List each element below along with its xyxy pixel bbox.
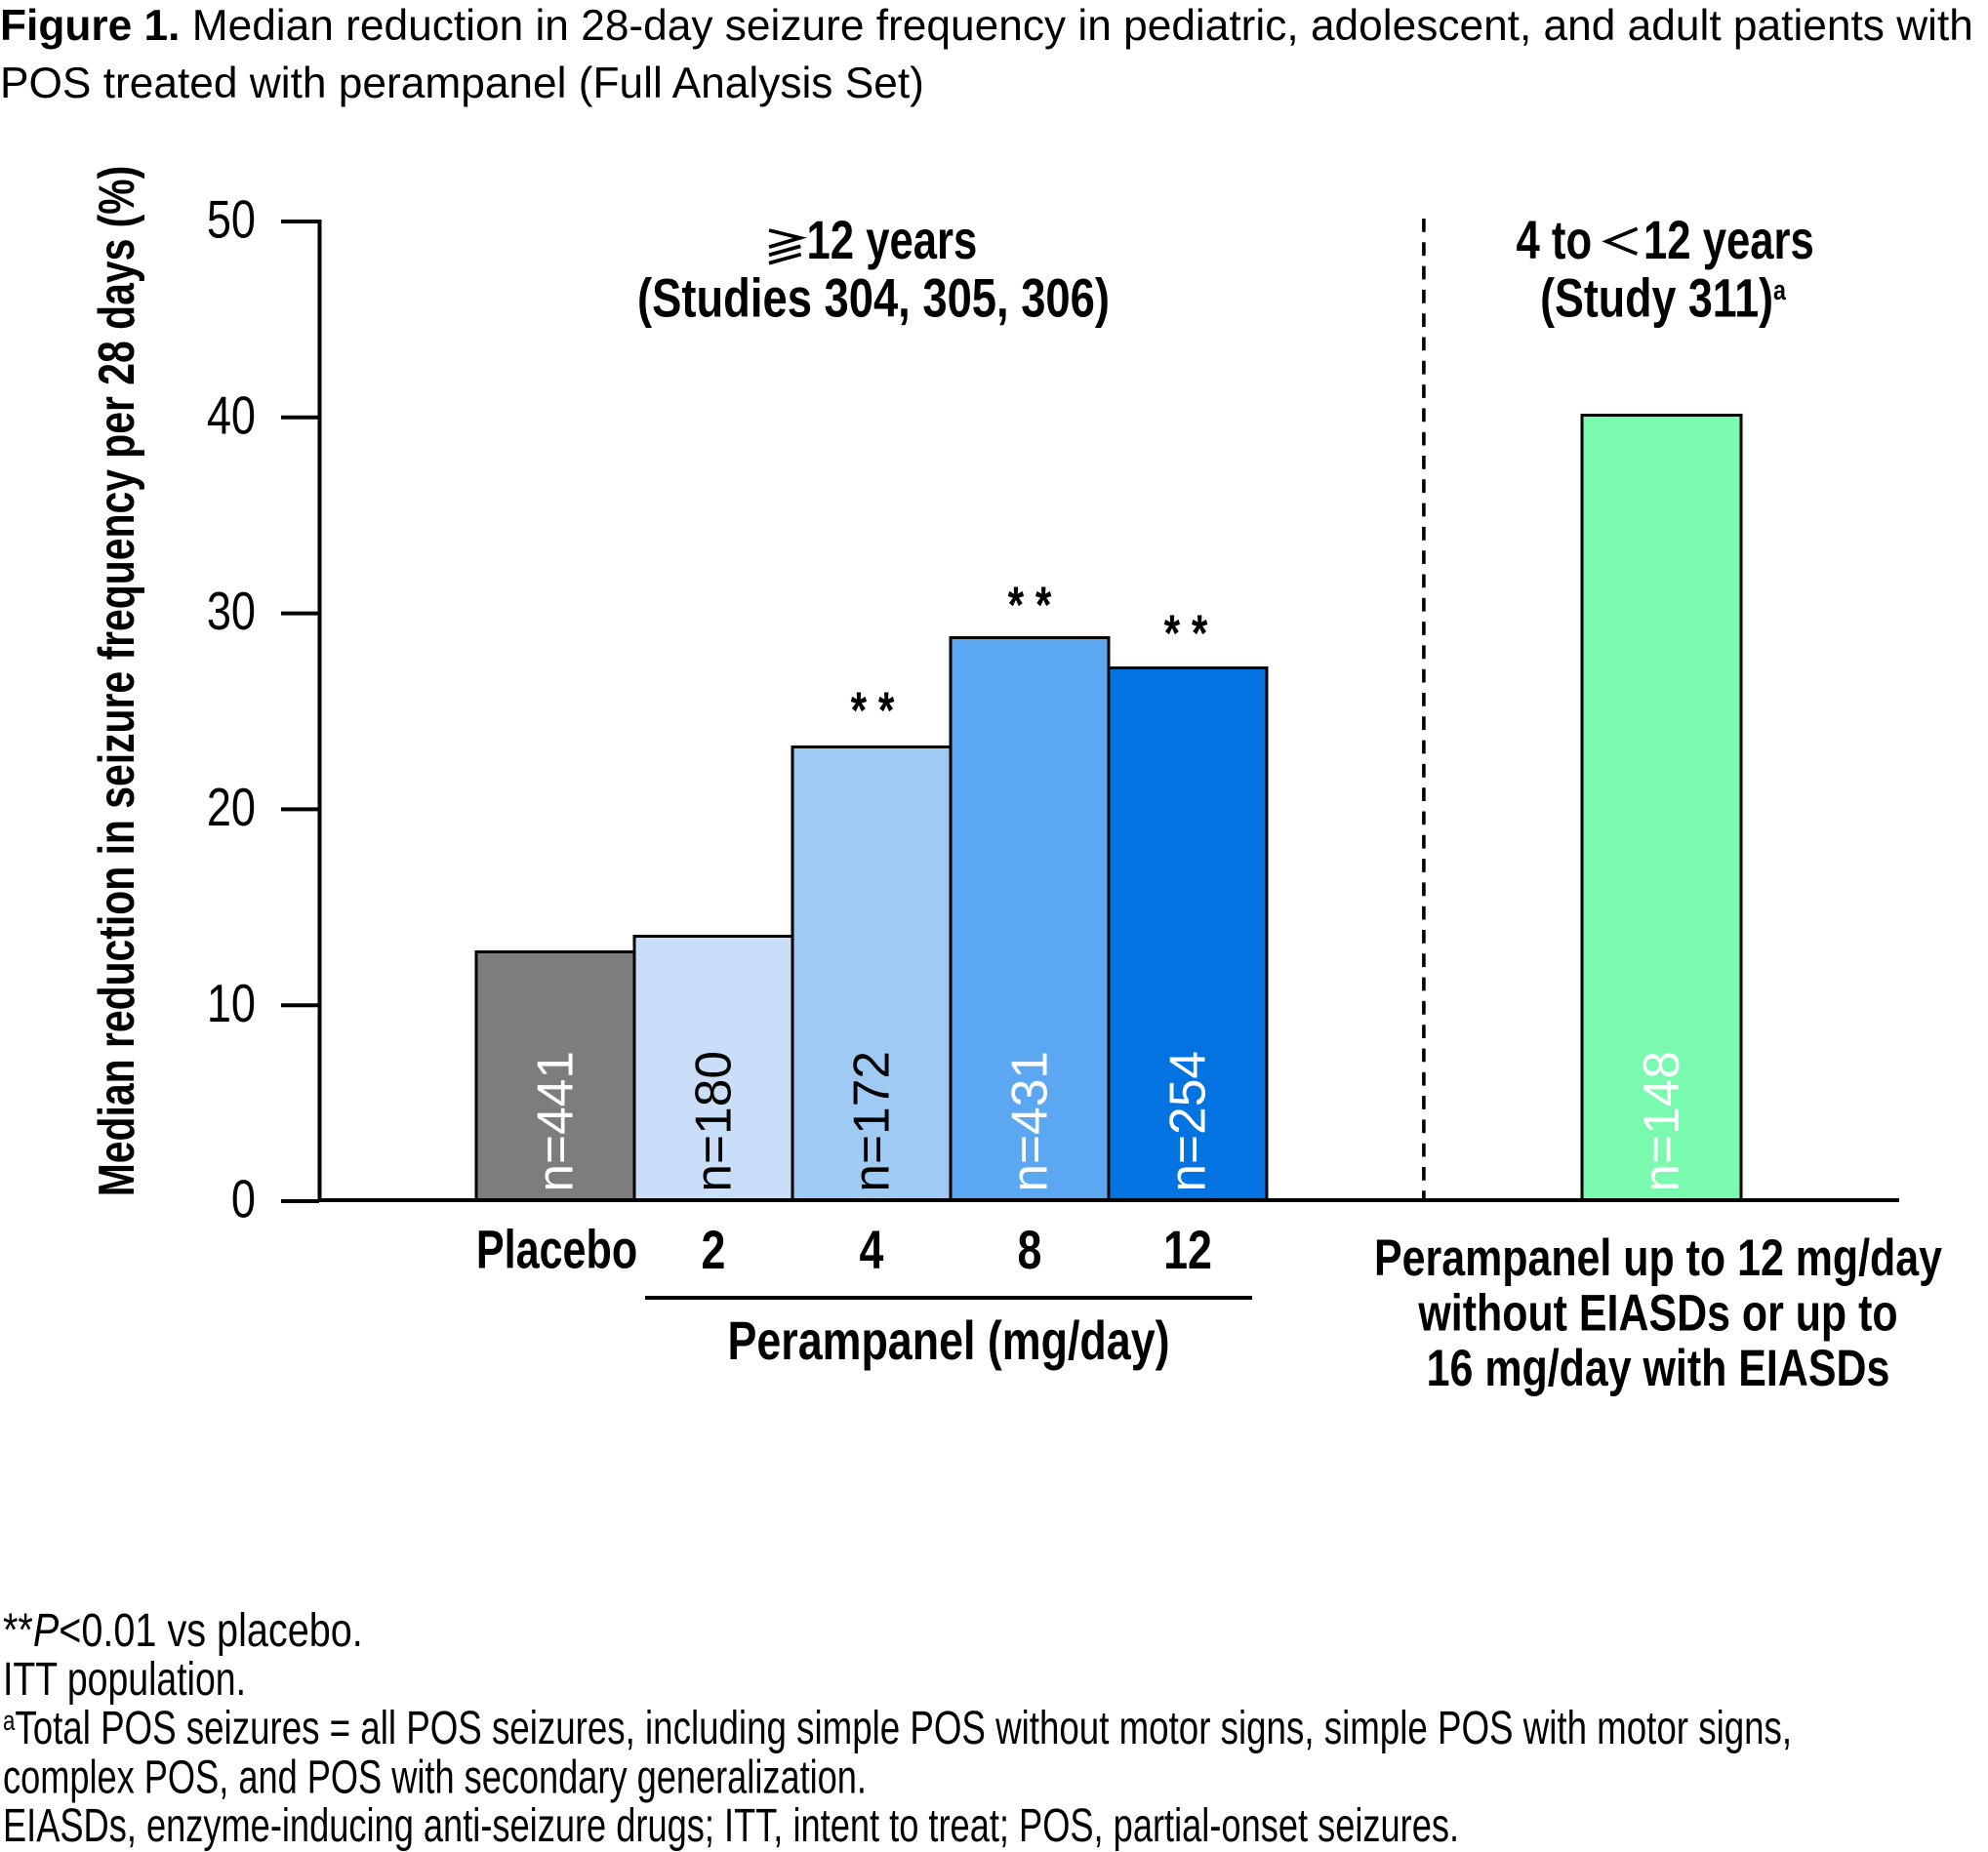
- svg-text:Placebo: Placebo: [476, 1219, 637, 1280]
- svg-text:10: 10: [207, 972, 256, 1032]
- svg-text:30: 30: [207, 581, 256, 641]
- svg-text:12 years: 12 years: [1643, 210, 1814, 270]
- svg-text:* *: * *: [1164, 606, 1208, 664]
- svg-text:aTotal POS seizures = all POS: aTotal POS seizures = all POS seizures, …: [3, 1702, 1792, 1754]
- svg-text:* *: * *: [1008, 578, 1052, 635]
- svg-text:n=148: n=148: [1633, 1051, 1689, 1192]
- svg-text:n=172: n=172: [843, 1051, 900, 1192]
- svg-text:Figure 1. Median reduction in: Figure 1. Median reduction in 28-day sei…: [0, 2, 1973, 50]
- svg-text:50: 50: [207, 188, 256, 249]
- svg-text:0: 0: [231, 1168, 256, 1228]
- svg-text:* *: * *: [851, 683, 895, 741]
- svg-text:EIASDs, enzyme-inducing anti-s: EIASDs, enzyme-inducing anti-seizure dru…: [3, 1800, 1459, 1852]
- svg-text:POS treated with perampanel (F: POS treated with perampanel (Full Analys…: [0, 60, 924, 107]
- svg-text:8: 8: [1018, 1219, 1042, 1280]
- svg-text:12 years: 12 years: [807, 210, 978, 270]
- svg-text:12: 12: [1163, 1219, 1212, 1280]
- svg-text:Perampanel up to 12 mg/day: Perampanel up to 12 mg/day: [1374, 1229, 1942, 1287]
- svg-text:Perampanel (mg/day): Perampanel (mg/day): [727, 1309, 1169, 1371]
- svg-text:n=431: n=431: [1001, 1051, 1058, 1192]
- svg-text:2: 2: [702, 1219, 726, 1280]
- svg-text:4: 4: [860, 1219, 884, 1280]
- svg-text:**P<0.01 vs placebo.: **P<0.01 vs placebo.: [3, 1604, 363, 1656]
- svg-text:n=441: n=441: [527, 1051, 584, 1192]
- svg-text:(Studies 304, 305, 306): (Studies 304, 305, 306): [637, 267, 1110, 329]
- svg-text:n=180: n=180: [685, 1051, 742, 1192]
- svg-text:20: 20: [207, 777, 256, 837]
- svg-text:4 to: 4 to: [1517, 210, 1593, 270]
- svg-text:Median reduction in seizure fr: Median reduction in seizure frequency pe…: [88, 166, 144, 1197]
- svg-text:ITT population.: ITT population.: [3, 1654, 246, 1707]
- svg-text:n=254: n=254: [1159, 1051, 1216, 1192]
- svg-text:(Study 311)a: (Study 311)a: [1540, 267, 1786, 329]
- svg-text:16 mg/day with EIASDs: 16 mg/day with EIASDs: [1427, 1340, 1890, 1397]
- svg-text:complex POS, and POS with seco: complex POS, and POS with secondary gene…: [3, 1752, 867, 1804]
- svg-text:without EIASDs or up to: without EIASDs or up to: [1418, 1284, 1898, 1342]
- svg-text:40: 40: [207, 384, 256, 445]
